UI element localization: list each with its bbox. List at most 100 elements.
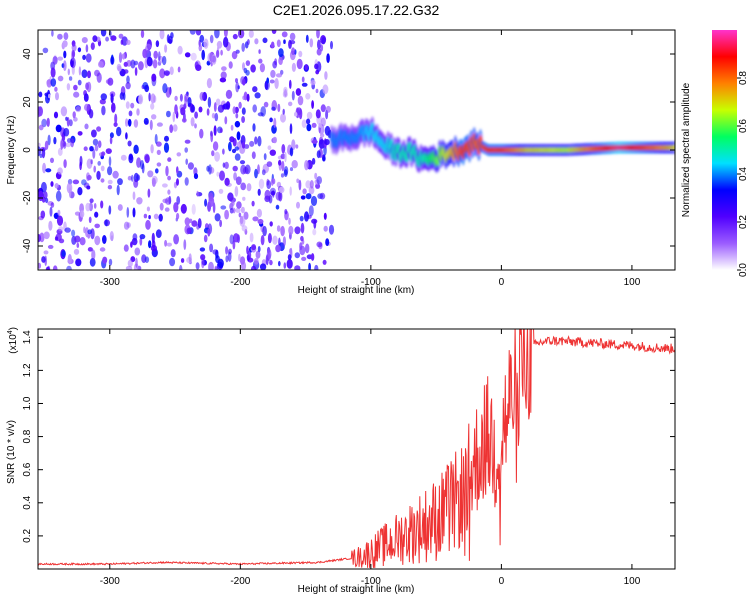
spectrogram-cell xyxy=(196,190,199,197)
spectrogram-cell xyxy=(46,117,50,127)
y-tick-label: 20 xyxy=(22,96,33,108)
spectrogram-cell xyxy=(187,97,192,107)
spectrogram-cell xyxy=(206,78,212,89)
spectrogram-cell xyxy=(235,112,239,119)
spectrogram-cell xyxy=(219,219,223,228)
spectrogram-cell xyxy=(128,110,133,117)
spectrogram-cell xyxy=(52,56,58,65)
spectrogram-cell xyxy=(278,57,283,65)
spectrogram-cell xyxy=(223,36,229,48)
spectrogram-cell xyxy=(229,234,234,245)
spectrogram-cell xyxy=(249,232,254,243)
spectrogram-cell xyxy=(251,244,257,251)
spectrogram-cell xyxy=(189,30,196,35)
spectrogram-cell xyxy=(237,30,245,39)
spectrogram-cell xyxy=(180,203,187,214)
spectrogram-cell xyxy=(57,167,63,175)
spectrogram-cell xyxy=(240,206,245,214)
spectrogram-cell xyxy=(99,99,106,105)
spectrogram-cell xyxy=(159,68,166,79)
y-tick-label: -20 xyxy=(22,190,33,205)
spectrogram-cell xyxy=(96,170,101,180)
spectrogram-cell xyxy=(77,187,83,196)
spectrogram-cell xyxy=(276,225,281,232)
spectrogram-cell xyxy=(258,58,263,64)
spectrogram-cell xyxy=(230,124,234,131)
spectrogram-cell xyxy=(300,235,304,242)
spectrogram-cell xyxy=(105,36,109,42)
spectrogram-cell xyxy=(263,101,269,108)
spectrogram-cell xyxy=(174,104,178,115)
spectrogram-cell xyxy=(305,193,312,200)
spectrogram-cell xyxy=(322,84,329,95)
spectrogram-cell xyxy=(87,70,91,79)
spectrogram-cell xyxy=(72,111,76,119)
spectrogram-cell xyxy=(308,262,311,270)
spectrogram-cell xyxy=(58,226,64,232)
spectrogram-cell xyxy=(110,93,114,104)
spectrogram-cell xyxy=(199,91,205,101)
spectrogram-cell xyxy=(234,153,241,161)
snr-scale-exponent: 4 xyxy=(7,330,14,334)
spectrogram-cell xyxy=(57,56,64,61)
spectrogram-cell xyxy=(166,242,172,247)
spectrogram-cell xyxy=(87,247,93,252)
spectrogram-cell xyxy=(147,188,151,198)
spectrogram-cell xyxy=(254,136,258,145)
spectrogram-cell xyxy=(241,42,245,53)
spectrogram-cell xyxy=(220,205,227,210)
spectrogram-cell xyxy=(162,83,168,94)
spectrogram-cell xyxy=(310,195,318,207)
spectrogram-cell xyxy=(224,116,228,125)
spectrogram-cell xyxy=(269,187,276,196)
spectrogram-cell xyxy=(278,260,281,267)
spectrogram-cell xyxy=(67,68,71,76)
spectrogram-cell xyxy=(201,49,205,61)
spectrogram-cell xyxy=(68,119,73,127)
spectrogram-cell xyxy=(143,117,149,125)
spectrogram-cell xyxy=(79,210,85,218)
spectrogram-cell xyxy=(153,213,159,220)
spectrogram-cell xyxy=(214,151,221,162)
spectrogram-cell xyxy=(320,104,326,113)
spectrogram-cell xyxy=(224,177,230,186)
spectrogram-cell xyxy=(62,40,68,48)
spectrogram-cell xyxy=(244,144,250,149)
spectrogram-cell xyxy=(140,160,144,170)
spectrogram-cell xyxy=(228,141,232,152)
spectrogram-cell xyxy=(251,200,255,207)
spectrogram-cell xyxy=(252,216,259,222)
spectrogram-cell xyxy=(38,142,41,148)
spectrogram-cell xyxy=(54,86,58,92)
spectrogram-cell xyxy=(191,203,196,215)
spectrogram-cell xyxy=(108,156,112,167)
spectrogram-cell xyxy=(306,118,311,125)
spectrogram-cell xyxy=(243,91,248,101)
spectrogram-cell xyxy=(117,204,123,211)
spectrogram-cell xyxy=(270,69,276,78)
spectrogram-cell xyxy=(221,66,227,71)
spectrogram-cell xyxy=(280,153,286,160)
spectrogram-cell xyxy=(234,120,241,128)
spectrogram-cell xyxy=(275,73,283,78)
spectrogram-cell xyxy=(55,124,62,133)
spectrogram-cell xyxy=(75,258,82,267)
spectrogram-cell xyxy=(163,70,170,76)
spectrogram-cell xyxy=(272,235,278,245)
spectrogram-cell xyxy=(297,95,304,106)
spectrogram-cell xyxy=(289,79,292,89)
spectrogram-cell xyxy=(231,51,238,60)
spectrogram-cell xyxy=(167,35,173,45)
spectrogram-cell xyxy=(305,93,311,100)
spectrogram-cell xyxy=(154,133,158,145)
spectrogram-cell xyxy=(314,63,319,70)
spectrogram-cell xyxy=(242,78,246,86)
spectrogram-cell xyxy=(84,123,89,130)
spectrogram-cell xyxy=(215,49,220,58)
spectrogram-cell xyxy=(233,172,238,181)
spectrogram-cell xyxy=(225,89,233,99)
spectrogram-cell xyxy=(288,101,293,107)
spectrogram-cell xyxy=(74,235,81,243)
spectrogram-cell xyxy=(257,218,264,225)
spectrogram-cell xyxy=(311,139,318,144)
